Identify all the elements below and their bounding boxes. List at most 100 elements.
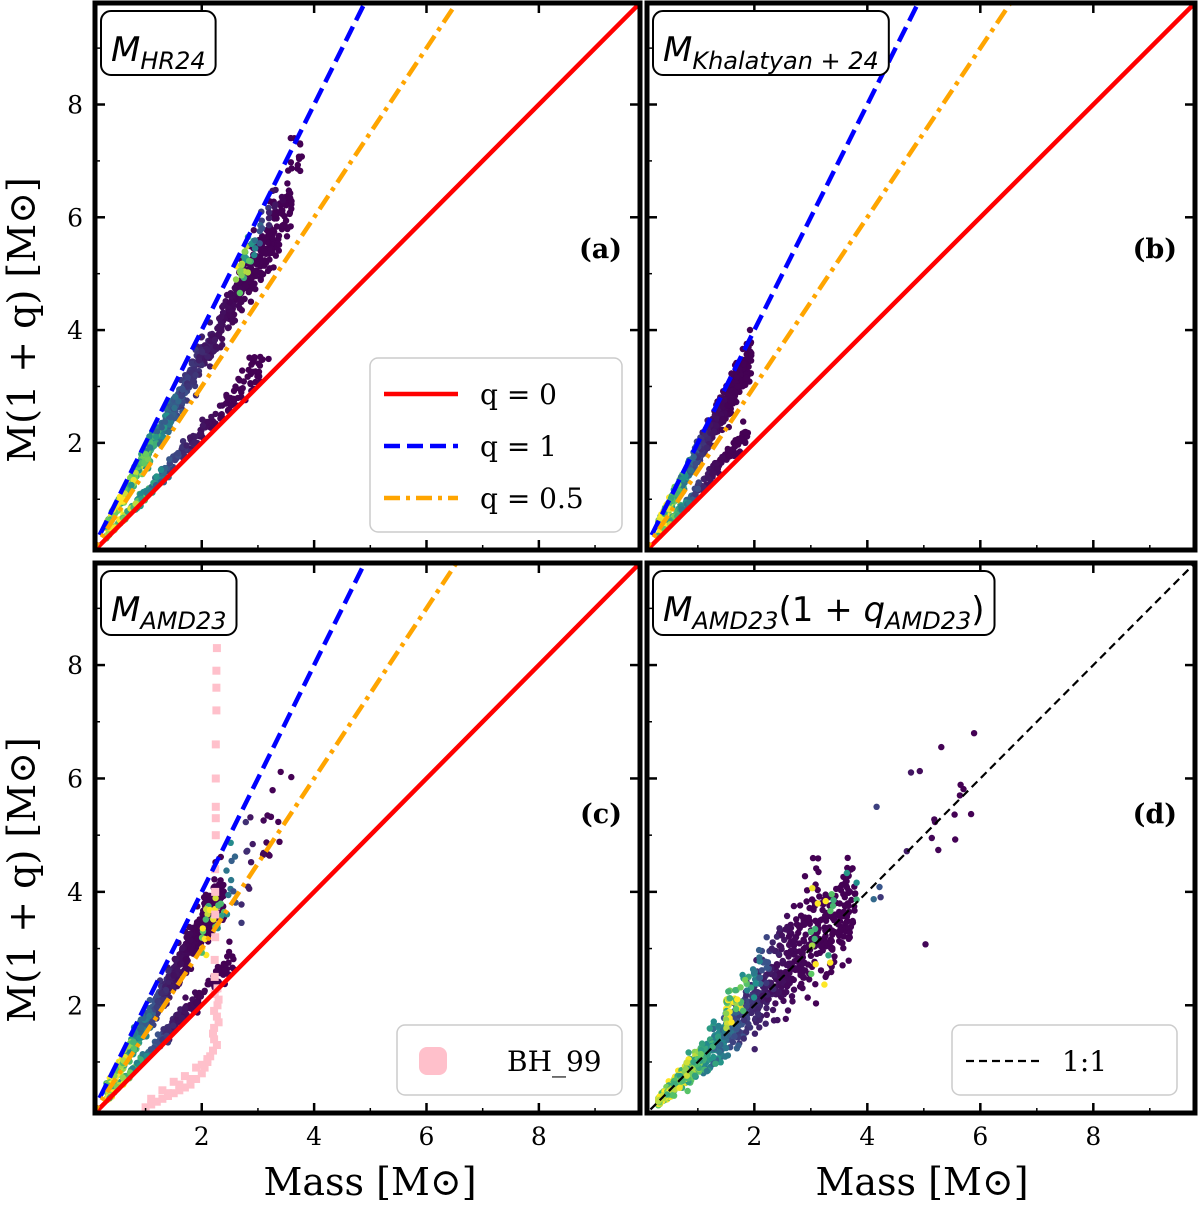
hexbin-cell [272,201,279,208]
hexbin-cell [951,811,958,818]
hexbin-cell [255,368,263,375]
hexbin-cell [773,933,781,940]
title-main: M [663,590,692,630]
hexbin-cell [709,430,717,437]
hexbin-cell [183,934,190,941]
hexbin-cell [184,374,191,381]
hexbin-cell [873,803,880,810]
hexbin-cell [294,161,301,169]
hexbin-cell [275,232,283,239]
hexbin-cell [169,983,177,991]
hexbin-cell [266,256,273,263]
hexbin-cell [846,929,853,936]
hexbin-cell [853,879,860,886]
hexbin-cell [967,810,975,818]
hexbin-cell [238,919,245,926]
hexbin-cell [713,422,720,429]
hexbin-cell [199,925,206,932]
hexbin-cell [755,1011,762,1018]
hexbin-cell [220,892,227,899]
hexbin-cell [692,460,699,468]
hexbin-cell [725,988,732,995]
hexbin-cell [285,167,292,174]
hexbin-cell [836,900,843,907]
hexbin-cell [784,1007,792,1014]
line-q-1 [647,3,921,550]
hexbin-cell [827,912,834,920]
hexbin-cell [247,298,255,305]
hexbin-cell [811,935,818,943]
hexbin-cell [843,869,851,877]
hexbin-cell [769,939,776,946]
hexbin-cell [142,451,150,458]
legend-frame [396,1024,623,1096]
hexbin-cell [817,967,825,974]
panel-tag: (d) [1133,799,1177,830]
hexbin-cell [704,1050,711,1057]
hexbin-cell [685,1049,692,1056]
hexbin-cell [719,453,726,461]
bh99-point [210,1006,219,1015]
hexbin-cell [189,378,196,385]
hexbin-cell [153,428,161,435]
panel-frame [92,0,643,553]
hexbin-cell [956,792,964,799]
hexbin-cell [845,957,852,964]
bh99-point [212,706,221,715]
panel-title-text: MAMD23 [111,590,227,635]
hexbin-cell [784,923,791,931]
hexbin-cell [275,241,283,248]
hexbin-cell [851,907,858,914]
hexbin-cell [829,944,836,952]
hexbin-cell [288,773,295,781]
bh99-point [212,1041,221,1049]
hexbin-cell [130,476,137,484]
hexbin-cell [870,896,877,903]
hexbin-cell [229,319,236,326]
y-tick-label: 8 [67,91,83,120]
hexbin-cell [249,840,256,848]
hexbin-cell [247,859,255,866]
hexbin-cell [722,1044,730,1052]
title-subscript: AMD23 [690,607,778,635]
title-q-subscript: AMD23 [883,607,971,635]
hexbin-cell [257,276,264,284]
hexbin-cell [670,1080,677,1088]
hexbin-cell [229,953,236,960]
hexbin-cell [853,896,860,903]
hexbin-cell [266,852,273,859]
hexbin-cell [763,1011,770,1018]
hexbin-cell [183,442,190,449]
bh99-point [158,1094,167,1103]
hexbin-cell [748,352,755,359]
hexbin-cell [158,989,165,996]
title-box [100,10,217,76]
hexbin-cell [836,912,843,920]
hexbin-cell [250,227,257,234]
bh99-point [212,644,221,653]
hexbin-cell [769,1006,777,1014]
hexbin-cell [812,1000,820,1007]
hexbin-cell [251,251,258,259]
hexbin-cell [938,743,945,751]
hexbin-cell [119,1074,126,1081]
hexbin-cell [236,289,244,297]
hexbin-cell [165,967,172,975]
bh99-point [147,1100,156,1109]
hexbin-cell [804,994,811,1001]
hexbin-cell [157,466,165,473]
line-q-0-5 [95,3,460,550]
hexbin-cell [778,932,786,939]
hexbin-cell [683,1059,690,1066]
hexbin-cell [690,453,697,461]
hexbin-cell [755,946,763,954]
hexbin-cell [851,890,859,898]
hexbin-cell [196,989,203,997]
hexbin-cell [255,360,262,367]
hexbin-cell [265,209,273,216]
y-axis-label-bottom: M(1 + q) [M⊙] [0,737,44,1023]
title-end: ) [971,590,984,630]
line-q-0 [647,3,1195,550]
hexbin-cell [682,472,689,479]
